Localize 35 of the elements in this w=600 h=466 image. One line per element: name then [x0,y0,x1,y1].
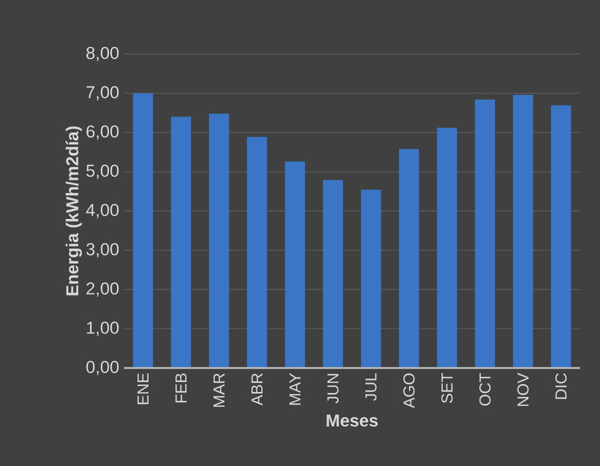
y-tick-label: 7,00 [86,86,119,100]
x-tick-label: JUN [327,374,339,404]
x-tick-label: JUL [365,373,377,401]
bar [323,180,344,368]
y-tick-label: 4,00 [86,204,119,218]
x-tick-label: DIC [555,373,567,399]
x-tick-label: OCT [479,373,491,406]
bar [399,148,420,368]
bar [209,114,230,368]
x-tick-label: ENE [138,373,148,404]
x-tick-label: AGO [403,373,415,408]
x-axis-title: Meses [326,414,378,427]
bar [361,190,382,368]
x-tick-label: FEB [176,374,186,402]
bar [513,94,534,368]
bar [475,100,496,368]
bar [551,105,572,368]
y-tick-label: 1,00 [87,322,119,336]
y-tick-label: 5,00 [86,164,119,179]
x-tick-label: ABR [252,373,262,406]
bar [247,136,268,368]
y-tick-label: 2,00 [86,282,119,297]
bar [133,93,153,368]
y-tick-label: 0,00 [86,360,119,376]
bar [171,116,191,368]
x-tick-label: NOV [517,372,529,406]
x-tick-label: MAY [290,373,300,405]
y-tick-label: 3,00 [86,243,119,258]
bar [285,162,306,368]
bar [437,128,458,368]
y-tick-label: 6,00 [86,125,119,140]
x-tick-label: SET [441,373,453,403]
x-tick-label: MAR [214,373,224,407]
y-tick-label: 8,00 [86,46,119,62]
y-axis-title: Energia (kWh/m2día) [66,126,82,296]
